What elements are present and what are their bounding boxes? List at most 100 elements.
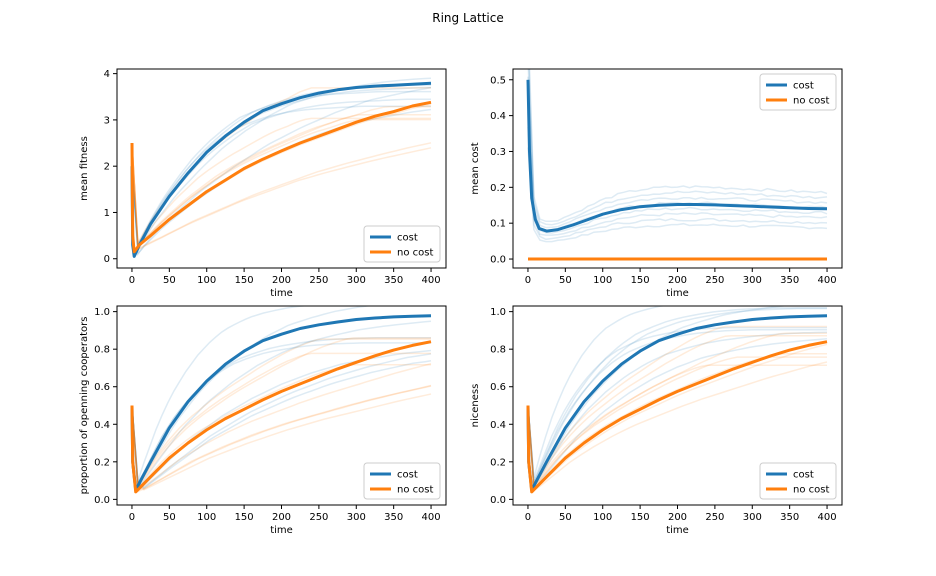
run-trace (131, 306, 310, 482)
x-tick-label: 0 (129, 512, 135, 523)
run-trace (131, 385, 432, 490)
run-trace (527, 364, 827, 488)
x-axis-label: time (666, 288, 689, 299)
x-tick-label: 100 (593, 512, 612, 523)
run-trace (527, 147, 828, 243)
y-axis-label: mean fitness (79, 136, 90, 201)
run-trace (527, 69, 828, 229)
run-trace (528, 69, 828, 226)
legend-label-cost: cost (793, 470, 814, 481)
x-tick-label: 50 (559, 512, 572, 523)
y-axis-label: mean cost (470, 142, 481, 194)
series-line-no-cost (130, 340, 432, 494)
y-tick-label: 0 (104, 254, 110, 265)
run-trace (131, 90, 431, 249)
x-tick-label: 150 (235, 512, 254, 523)
run-trace (131, 86, 432, 257)
run-trace (131, 337, 431, 486)
y-tick-label: 0.0 (490, 495, 506, 506)
run-trace (527, 332, 827, 491)
x-axis-label: time (270, 288, 293, 299)
x-tick-label: 350 (780, 512, 799, 523)
run-trace (527, 331, 828, 489)
run-trace (527, 307, 827, 484)
run-trace (131, 360, 432, 490)
x-tick-label: 200 (668, 275, 687, 286)
legend-label-cost: cost (397, 470, 418, 481)
x-tick-label: 50 (559, 275, 572, 286)
y-tick-label: 0.0 (490, 255, 506, 266)
run-trace (527, 337, 828, 491)
y-tick-label: 0.6 (490, 382, 506, 393)
legend-label-no-cost: no cost (793, 96, 829, 107)
run-trace (527, 306, 667, 478)
run-trace (131, 87, 431, 246)
subplot-2: 0 50 100 150 200 250 300 350 400 0.0 0.1 0.2 0.3 0.4 0… (470, 68, 843, 299)
run-trace (131, 142, 432, 251)
y-tick-label: 0.2 (490, 183, 506, 194)
legend-label-cost: cost (793, 81, 814, 92)
run-trace (131, 362, 432, 493)
x-tick-label: 0 (129, 275, 135, 286)
run-trace (527, 343, 828, 492)
x-tick-label: 200 (668, 512, 687, 523)
y-axis-label: proportion of openning cooperators (79, 317, 90, 495)
y-axis-label: niceness (470, 384, 481, 428)
x-tick-label: 100 (197, 275, 216, 286)
run-trace (527, 126, 828, 241)
plot-area (130, 77, 432, 258)
figure-title: Ring Lattice (432, 11, 503, 25)
x-axis-label: time (666, 525, 689, 536)
x-tick-label: 50 (163, 512, 176, 523)
x-tick-label: 300 (743, 512, 762, 523)
run-trace (131, 105, 431, 248)
plot-area (130, 306, 432, 494)
y-tick-label: 1 (104, 208, 110, 219)
x-tick-label: 400 (421, 275, 440, 286)
y-tick-label: 0.4 (94, 420, 110, 431)
x-tick-label: 250 (705, 512, 724, 523)
legend-label-cost: cost (397, 233, 418, 244)
x-tick-label: 50 (163, 275, 176, 286)
x-tick-label: 150 (631, 512, 650, 523)
y-tick-label: 0.4 (490, 420, 506, 431)
subplot-1: 0 50 100 150 200 250 300 350 400 0 1 2 3 4 time mean fi… (79, 68, 447, 299)
y-tick-label: 4 (104, 69, 110, 80)
legend-label-no-cost: no cost (397, 248, 433, 259)
x-tick-label: 400 (817, 275, 836, 286)
run-trace (131, 393, 432, 491)
run-trace (131, 142, 432, 252)
y-tick-label: 1.0 (490, 307, 506, 318)
plot-area (526, 306, 828, 494)
x-tick-label: 150 (235, 275, 254, 286)
x-tick-label: 0 (525, 275, 531, 286)
run-trace (527, 326, 827, 481)
legend: cost no cost (363, 225, 441, 263)
run-trace (131, 77, 432, 254)
x-tick-label: 250 (309, 275, 328, 286)
run-trace (131, 117, 431, 245)
legend-label-no-cost: no cost (793, 485, 829, 496)
series-line-cost (526, 79, 828, 233)
subplot-4: 0 50 100 150 200 250 300 350 400 0.0 0.2 0.4 0.6 0.8 1… (470, 305, 843, 536)
run-trace (527, 94, 828, 234)
run-trace (131, 118, 431, 246)
y-tick-label: 0.8 (490, 345, 506, 356)
x-axis-label: time (270, 525, 293, 536)
run-trace (527, 356, 827, 489)
x-tick-label: 250 (705, 275, 724, 286)
plot-area (526, 69, 828, 261)
y-tick-label: 2 (104, 162, 110, 173)
run-trace (527, 325, 827, 490)
legend: cost no cost (363, 462, 441, 500)
y-tick-label: 0.3 (490, 147, 506, 158)
x-tick-label: 250 (309, 512, 328, 523)
series-line-cost (526, 314, 828, 492)
x-tick-label: 400 (421, 512, 440, 523)
x-tick-label: 100 (593, 275, 612, 286)
run-trace (131, 320, 432, 491)
run-trace (131, 384, 432, 493)
x-tick-label: 200 (272, 512, 291, 523)
y-tick-label: 0.8 (94, 345, 110, 356)
y-tick-label: 0.1 (490, 219, 506, 230)
